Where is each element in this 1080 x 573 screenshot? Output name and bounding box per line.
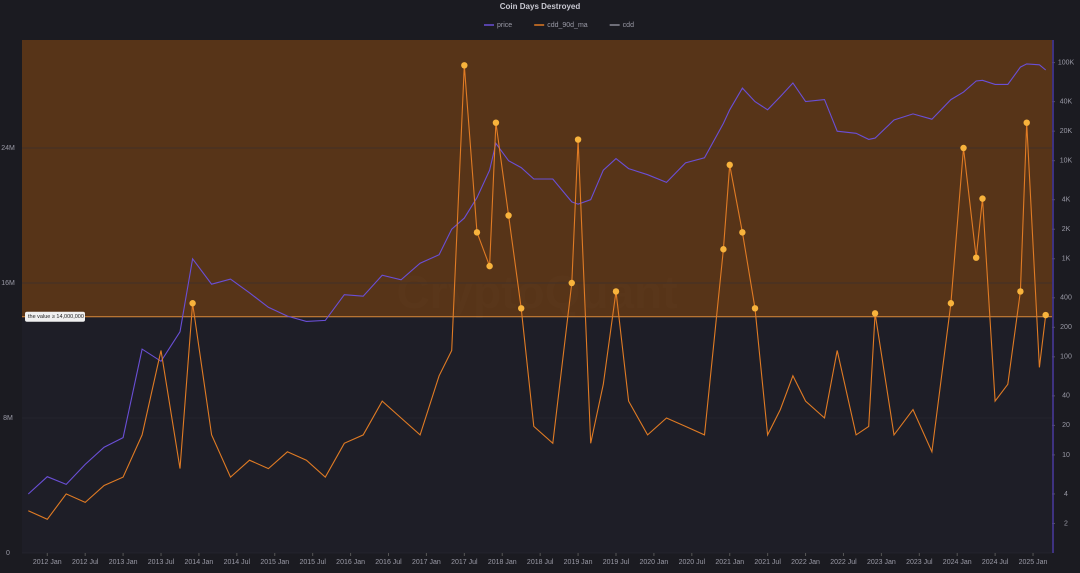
x-tick-label: 2022 Jul	[830, 559, 857, 566]
legend-label: cdd_90d_ma	[547, 22, 588, 29]
x-tick-label: 2014 Jul	[224, 559, 251, 566]
y2-tick-label: 100K	[1058, 59, 1075, 66]
threshold-marker	[751, 305, 759, 312]
y2-tick-label: 1K	[1062, 256, 1071, 263]
y2-tick-label: 200	[1060, 324, 1072, 331]
y2-tick-label: 4	[1064, 491, 1068, 498]
x-tick-label: 2016 Jul	[375, 559, 402, 566]
threshold-marker	[505, 212, 512, 219]
threshold-marker	[574, 136, 582, 143]
threshold-marker	[739, 229, 746, 236]
x-tick-label: 2013 Jan	[109, 559, 138, 566]
x-tick-label: 2021 Jul	[754, 559, 781, 566]
threshold-marker	[979, 195, 986, 202]
legend-label: price	[497, 22, 512, 29]
x-tick-label: 2012 Jan	[33, 559, 62, 566]
y2-tick-label: 100	[1060, 354, 1072, 361]
x-tick-label: 2017 Jul	[451, 559, 478, 566]
y-tick-label: 8M	[3, 415, 13, 422]
y2-tick-label: 40	[1062, 393, 1070, 400]
chart-title: Coin Days Destroyed	[500, 2, 581, 11]
threshold-marker	[568, 279, 575, 287]
x-tick-label: 2018 Jan	[488, 559, 517, 566]
x-tick-label: 2014 Jan	[185, 559, 214, 566]
threshold-marker	[947, 300, 955, 307]
y2-tick-label: 10	[1062, 452, 1070, 459]
threshold-marker	[972, 254, 980, 261]
x-tick-label: 2019 Jul	[603, 559, 630, 566]
x-tick-label: 2015 Jan	[260, 559, 289, 566]
series-line	[27, 63, 1047, 495]
y2-tick-label: 2K	[1062, 226, 1071, 233]
y2-tick-label: 400	[1060, 295, 1072, 302]
threshold-band	[22, 40, 1052, 317]
threshold-marker	[1023, 119, 1030, 126]
x-tick-label: 2023 Jan	[867, 559, 896, 566]
y-tick-label: 16M	[1, 280, 15, 287]
threshold-marker	[871, 310, 879, 317]
y2-tick-label: 20K	[1060, 128, 1073, 135]
y2-tick-label: 40K	[1060, 98, 1073, 105]
x-tick-label: 2020 Jul	[679, 559, 706, 566]
threshold-marker	[720, 246, 727, 253]
x-tick-label: 2017 Jan	[412, 559, 441, 566]
x-tick-label: 2015 Jul	[299, 559, 326, 566]
legend-label: cdd	[623, 22, 634, 29]
y2-tick-label: 20	[1062, 422, 1070, 429]
threshold-marker	[189, 300, 196, 307]
x-tick-label: 2025 Jan	[1019, 559, 1048, 566]
threshold-marker	[473, 229, 481, 236]
threshold-label: the value ≥ 14,000,000	[28, 314, 84, 320]
x-tick-label: 2012 Jul	[72, 559, 99, 566]
threshold-marker	[1042, 311, 1049, 319]
x-tick-label: 2021 Jan	[715, 559, 744, 566]
x-tick-label: 2024 Jul	[982, 559, 1009, 566]
threshold-marker	[461, 62, 468, 69]
threshold-marker	[726, 161, 733, 169]
x-tick-label: 2016 Jan	[336, 559, 365, 566]
x-tick-label: 2019 Jan	[564, 559, 593, 566]
y2-tick-label: 2	[1064, 520, 1068, 527]
y2-tick-label: 4K	[1062, 197, 1071, 204]
threshold-marker	[492, 119, 500, 126]
y-tick-label: 24M	[1, 145, 15, 152]
series-line	[28, 65, 1047, 520]
x-tick-label: 2023 Jul	[906, 559, 933, 566]
threshold-marker	[1017, 288, 1024, 295]
y2-tick-label: 10K	[1060, 158, 1073, 165]
threshold-label-box	[25, 311, 85, 322]
x-tick-label: 2022 Jan	[791, 559, 820, 566]
threshold-marker	[486, 262, 493, 270]
threshold-label-group: the value ≥ 14,000,000	[25, 311, 85, 322]
x-tick-label: 2020 Jan	[639, 559, 668, 566]
x-tick-label: 2024 Jan	[943, 559, 972, 566]
threshold-marker	[518, 305, 525, 312]
threshold-marker	[960, 144, 967, 152]
x-tick-label: 2013 Jul	[148, 559, 175, 566]
threshold-marker	[612, 288, 620, 295]
y-tick-label: 0	[6, 550, 10, 557]
x-tick-label: 2018 Jul	[527, 559, 554, 566]
